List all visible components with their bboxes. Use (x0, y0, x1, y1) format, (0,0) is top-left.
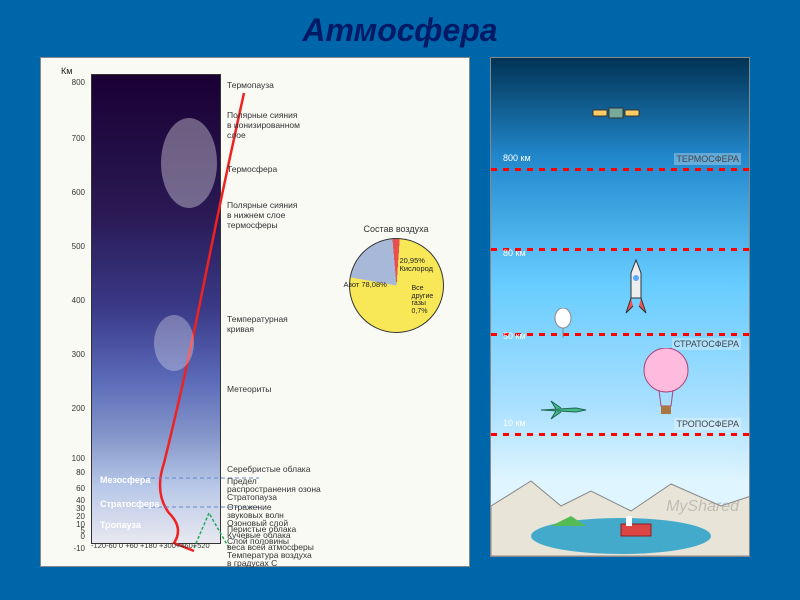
main-container: Км 8007006005004003002001008060403020105… (0, 57, 800, 567)
layer-annotation: Полярные сияния (227, 200, 297, 210)
rocket-icon (621, 258, 651, 318)
altitude-label: 80 км (503, 248, 526, 258)
atmosphere-layers-illustration: ТЕРМОСФЕРА800 кмСТРАТОСФЕРА80 км50 кмТРО… (490, 57, 750, 557)
zone-label: ТРОПОСФЕРА (674, 418, 741, 430)
air-composition-pie: Состав воздуха 20,95%Кислород Азот 78,08… (341, 224, 451, 333)
altitude-label: 800 км (503, 153, 531, 163)
y-tick: 400 (49, 296, 89, 305)
layer-annotation: Стратопауза (227, 492, 277, 502)
zone-divider (491, 168, 749, 171)
pie-slice-oxygen: 20,95%Кислород (400, 257, 434, 274)
y-tick: 700 (49, 134, 89, 143)
y-tick: 100 (49, 454, 89, 463)
atmosphere-diagram: Км 8007006005004003002001008060403020105… (40, 57, 470, 567)
y-tick: 60 (49, 484, 89, 493)
satellite-icon (591, 98, 641, 128)
layer-annotation: Температурная (227, 314, 288, 324)
y-tick: 0 (49, 532, 89, 541)
atmosphere-column: Мезосфера Стратосфера Тропауза (91, 74, 221, 544)
y-tick: 80 (49, 468, 89, 477)
layer-annotation: Термопауза (227, 80, 274, 90)
pie-slice-nitrogen: Азот 78,08% (344, 281, 387, 289)
layer-annotation: кривая (227, 324, 254, 334)
weather-balloon-icon (551, 308, 575, 340)
y-axis-label: Км (61, 66, 72, 76)
layer-annotation: в градусах С (227, 558, 277, 568)
column-layer-label: Тропауза (100, 520, 141, 530)
zone-divider (491, 248, 749, 251)
x-axis-ticks: -120-60 0 +60 +180 +300+460+520 (91, 541, 210, 550)
column-layer-label: Мезосфера (100, 475, 150, 485)
layer-annotation: слое (227, 130, 246, 140)
zone-divider (491, 433, 749, 436)
layer-annotation: Метеориты (227, 384, 271, 394)
zone-divider (491, 333, 749, 336)
page-title: Атмосфера (0, 0, 800, 57)
watermark: MyShared (666, 498, 739, 516)
hot-air-balloon-icon (641, 348, 691, 418)
ground-scene (491, 476, 750, 556)
layer-annotation: в нижнем слое (227, 210, 285, 220)
layer-annotation: в ионизированном (227, 120, 300, 130)
y-tick: 300 (49, 350, 89, 359)
y-tick: 500 (49, 242, 89, 251)
altitude-label: 50 км (503, 331, 526, 341)
y-tick: 200 (49, 404, 89, 413)
zone-label: ТЕРМОСФЕРА (674, 153, 741, 165)
altitude-label: 10 км (503, 418, 526, 428)
y-tick: -10 (49, 544, 89, 553)
y-tick: 800 (49, 78, 89, 87)
layer-annotation: термосферы (227, 220, 278, 230)
y-tick: 600 (49, 188, 89, 197)
pie-title: Состав воздуха (341, 224, 451, 234)
pie-slice-other: Вседругиегазы0,7% (412, 285, 434, 316)
layer-annotation: Полярные сияния (227, 110, 297, 120)
airplane-icon (536, 398, 591, 423)
layer-annotation: Термосфера (227, 164, 277, 174)
column-layer-label: Стратосфера (100, 499, 159, 509)
layer-annotation: Серебристые облака (227, 464, 310, 474)
pie-chart: 20,95%Кислород Азот 78,08% Вседругиегазы… (349, 238, 444, 333)
